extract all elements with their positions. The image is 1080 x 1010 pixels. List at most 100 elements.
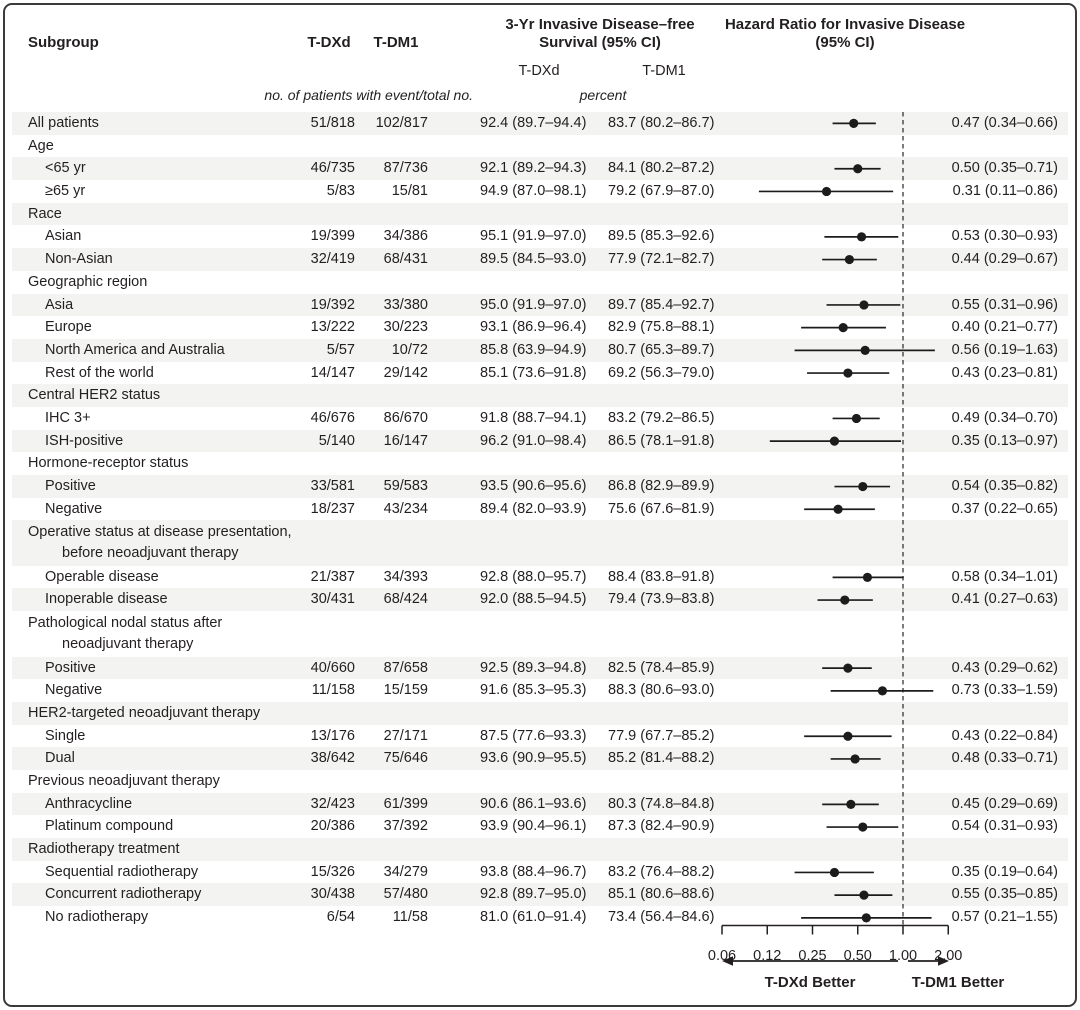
table-row: Central HER2 status: [12, 384, 1068, 407]
hr-value: 0.49 (0.34–0.70): [951, 409, 1058, 426]
axis-tick-label: 0.12: [753, 948, 781, 964]
tdm1-events: 16/147: [383, 432, 428, 449]
hr-value: [933, 520, 1058, 565]
table-row: Geographic region: [12, 271, 1068, 294]
subgroup-label: IHC 3+: [45, 409, 91, 426]
table-row: Operable disease 21/387 34/393 92.8 (88.…: [12, 566, 1068, 589]
hr-value: [933, 135, 1058, 158]
subgroup-label: All patients: [28, 115, 99, 131]
events-units-note: no. of patients with event/total no.: [264, 87, 473, 103]
tdxd-events: 11/158: [311, 682, 355, 699]
subgroup-label: North America and Australia: [45, 341, 225, 358]
table-row: Platinum compound 20/386 37/392 93.9 (90…: [12, 815, 1068, 838]
hr-value: [933, 203, 1058, 226]
subgroup-label: Inoperable disease: [45, 591, 168, 608]
table-row: Pathological nodal status after neoadjuva…: [12, 611, 1068, 656]
table-row: Age: [12, 135, 1068, 158]
hr-value: [933, 271, 1058, 294]
table-row: <65 yr 46/735 87/736 92.1 (89.2–94.3) 84…: [12, 157, 1068, 181]
tdxd-events: 46/735: [310, 160, 355, 177]
subgroup-label: Anthracycline: [45, 795, 133, 812]
subgroup-label: Sequential radiotherapy: [45, 863, 199, 880]
tdm1-events: 87/736: [383, 160, 428, 177]
tdm1-survival: 83.2 (76.4–88.2): [608, 863, 715, 880]
hr-value: 0.40 (0.21–0.77): [951, 319, 1058, 336]
tdxd-survival: 92.8 (89.7–95.0): [480, 886, 587, 903]
tdm1-survival: 88.3 (80.6–93.0): [608, 682, 715, 699]
tdxd-survival: 93.6 (90.9–95.5): [480, 750, 587, 767]
tdxd-events: 30/431: [310, 591, 355, 608]
survival-column-header: 3-Yr Invasive Disease–free Survival (95%…: [460, 16, 740, 52]
tdxd-survival: 95.0 (91.9–97.0): [480, 296, 587, 313]
tdm1-events: [328, 702, 428, 725]
survival-header-line1: 3-Yr Invasive Disease–free: [505, 16, 695, 33]
subgroup-label: Single: [45, 727, 86, 744]
hr-value: 0.47 (0.34–0.66): [951, 115, 1058, 131]
tdm1-survival: 84.1 (80.2–87.2): [608, 160, 715, 177]
tdxd-survival: 92.5 (89.3–94.8): [480, 659, 587, 676]
subgroup-label: Positive: [45, 478, 96, 494]
table-row: IHC 3+ 46/676 86/670 91.8 (88.7–94.1) 83…: [12, 407, 1068, 430]
survival-sub-tdxd-header: T-DXd: [518, 63, 560, 79]
hr-value: [933, 838, 1058, 861]
table-row: Europe 13/222 30/223 93.1 (86.9–96.4) 82…: [12, 316, 1068, 339]
table-row: No radiotherapy 6/54 11/58 81.0 (61.0–91…: [12, 906, 1068, 929]
tdm1-events: 59/583: [383, 478, 428, 494]
tdm1-events: 34/393: [383, 568, 428, 585]
tdm1-events: 87/658: [383, 659, 428, 676]
tdm1-survival: 77.9 (72.1–82.7): [608, 251, 715, 268]
hr-value: [933, 770, 1058, 793]
subgroup-label: Concurrent radiotherapy: [45, 886, 202, 903]
tdm1-survival: 77.9 (67.7–85.2): [608, 727, 715, 744]
subgroup-label: Central HER2 status: [28, 387, 161, 404]
table-row: Anthracycline 32/423 61/399 90.6 (86.1–9…: [12, 792, 1068, 816]
tdxd-survival: 85.8 (63.9–94.9): [480, 341, 587, 358]
axis-tick-label: 1.00: [889, 948, 917, 964]
tdm1-survival: 82.5 (78.4–85.9): [608, 659, 715, 676]
tdm1-survival: 85.2 (81.4–88.2): [608, 750, 715, 767]
hr-value: 0.37 (0.22–0.65): [951, 500, 1058, 517]
tdxd-events: 32/419: [310, 251, 355, 268]
tdm1-survival: 75.6 (67.6–81.9): [608, 500, 715, 517]
tdm1-events: [328, 838, 428, 861]
tdm1-survival: 83.2 (79.2–86.5): [608, 409, 715, 426]
subgroup-label: ISH-positive: [45, 432, 124, 449]
tdxd-survival: 92.4 (89.7–94.4): [480, 115, 587, 131]
subgroup-label: Negative: [45, 500, 103, 517]
tdm1-events: [328, 770, 428, 793]
tdm1-survival: 83.7 (80.2–86.7): [608, 115, 715, 131]
tdm1-events: 30/223: [383, 319, 428, 336]
hr-value: 0.57 (0.21–1.55): [951, 909, 1058, 926]
tdm1-column-header: T-DM1: [373, 34, 419, 51]
tdxd-events: 13/176: [310, 727, 355, 744]
table-row: Inoperable disease 30/431 68/424 92.0 (8…: [12, 588, 1068, 612]
table-row: Asia 19/392 33/380 95.0 (91.9–97.0) 89.7…: [12, 293, 1068, 317]
tdm1-events: 15/159: [383, 682, 428, 699]
axis-tick-label: 0.06: [708, 948, 736, 964]
table-row: Operative status at disease presentation…: [12, 520, 1068, 566]
right-better-label: T-DM1 Better: [911, 974, 1005, 991]
tdxd-events: 21/387: [310, 568, 355, 585]
tdm1-events: 68/424: [383, 591, 428, 608]
table-row: Previous neoadjuvant therapy: [12, 770, 1068, 793]
axis-tick-label: 0.25: [798, 948, 826, 964]
subgroup-table: All patients 51/818 102/817 92.4 (89.7–9…: [12, 112, 1068, 929]
subgroup-label: Operative status at disease presentation…: [28, 524, 292, 562]
tdxd-survival: 90.6 (86.1–93.6): [480, 795, 587, 812]
subgroup-label: <65 yr: [45, 160, 86, 177]
tdm1-events: 33/380: [383, 296, 428, 313]
table-row: Race: [12, 202, 1068, 226]
subgroup-label: Radiotherapy treatment: [28, 841, 180, 858]
tdxd-events: 38/642: [310, 750, 355, 767]
subgroup-label: Previous neoadjuvant therapy: [28, 772, 220, 789]
table-row: Sequential radiotherapy 15/326 34/279 93…: [12, 861, 1068, 884]
tdxd-survival: 94.9 (87.0–98.1): [480, 183, 587, 200]
tdm1-events: [328, 135, 428, 158]
table-row: Positive 33/581 59/583 93.5 (90.6–95.6) …: [12, 475, 1068, 498]
subgroup-label: Age: [28, 137, 54, 154]
subgroup-label: Positive: [45, 659, 96, 676]
tdxd-events: 51/818: [310, 115, 355, 131]
hazard-header-line2: (95% CI): [815, 34, 875, 51]
tdm1-events: 68/431: [383, 251, 428, 268]
table-row: ISH-positive 5/140 16/147 96.2 (91.0–98.…: [12, 429, 1068, 453]
